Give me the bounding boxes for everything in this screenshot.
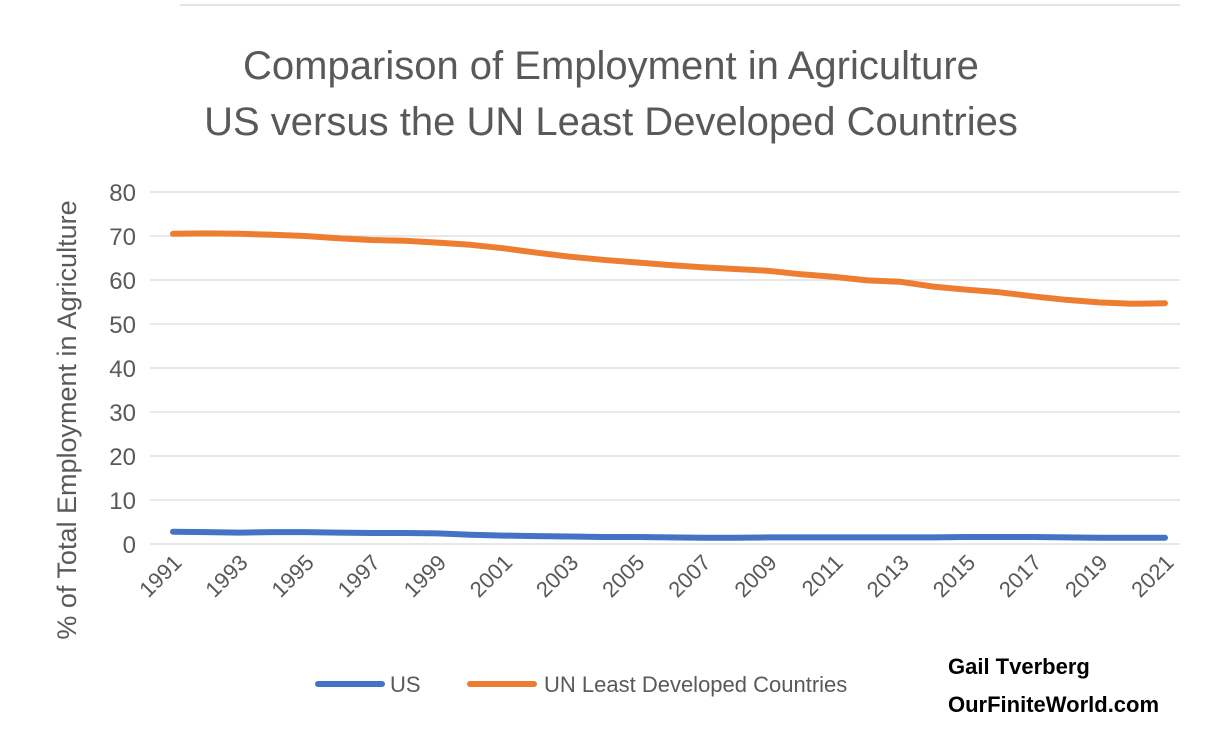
- x-tick-label: 2007: [663, 550, 715, 602]
- x-tick-label: 2005: [597, 550, 649, 602]
- series-lines: [170, 230, 1168, 541]
- y-tick-label: 0: [123, 532, 136, 559]
- series-line-1: [170, 230, 1168, 307]
- x-tick-label: 2015: [928, 550, 980, 602]
- legend-label: UN Least Developed Countries: [544, 672, 847, 697]
- y-tick-label: 70: [109, 224, 136, 251]
- series-line-0: [170, 528, 1168, 541]
- x-axis-ticks: 1991 1993 1995 1997 1999 2001 2003 2005 2007 2009…: [134, 550, 1178, 602]
- x-tick-label: 2021: [1126, 550, 1178, 602]
- x-tick-label: 2009: [729, 550, 781, 602]
- y-tick-label: 10: [109, 488, 136, 515]
- credit-site: OurFiniteWorld.com: [948, 692, 1160, 717]
- x-tick-label: 2003: [531, 550, 583, 602]
- y-tick-label: 80: [109, 180, 136, 207]
- y-tick-label: 60: [109, 268, 136, 295]
- y-tick-label: 20: [109, 444, 136, 471]
- x-tick-label: 1999: [399, 550, 451, 602]
- chart-title: Comparison of Employment in Agriculture: [243, 44, 979, 88]
- y-tick-label: 40: [109, 356, 136, 383]
- legend-label: US: [390, 672, 421, 697]
- x-tick-label: 2001: [465, 550, 517, 602]
- x-tick-label: 2019: [1060, 550, 1112, 602]
- x-tick-label: 1997: [333, 550, 385, 602]
- y-tick-label: 30: [109, 400, 136, 427]
- x-tick-label: 2011: [797, 550, 848, 601]
- gridlines: [150, 191, 1180, 545]
- y-axis-ticks: 0 10 20 30 40 50 60 70 80: [109, 180, 136, 559]
- x-tick-label: 1993: [200, 550, 252, 602]
- x-tick-label: 1995: [267, 550, 319, 602]
- credit-author: Gail Tverberg: [948, 654, 1090, 679]
- x-tick-label: 2013: [862, 550, 914, 602]
- legend: US UN Least Developed Countries: [315, 672, 847, 697]
- x-tick-label: 1991: [134, 550, 186, 602]
- y-tick-label: 50: [109, 312, 136, 339]
- chart-subtitle: US versus the UN Least Developed Countri…: [204, 100, 1018, 144]
- x-tick-label: 2017: [994, 550, 1046, 602]
- y-axis-label: % of Total Employment in Agriculture: [52, 200, 82, 639]
